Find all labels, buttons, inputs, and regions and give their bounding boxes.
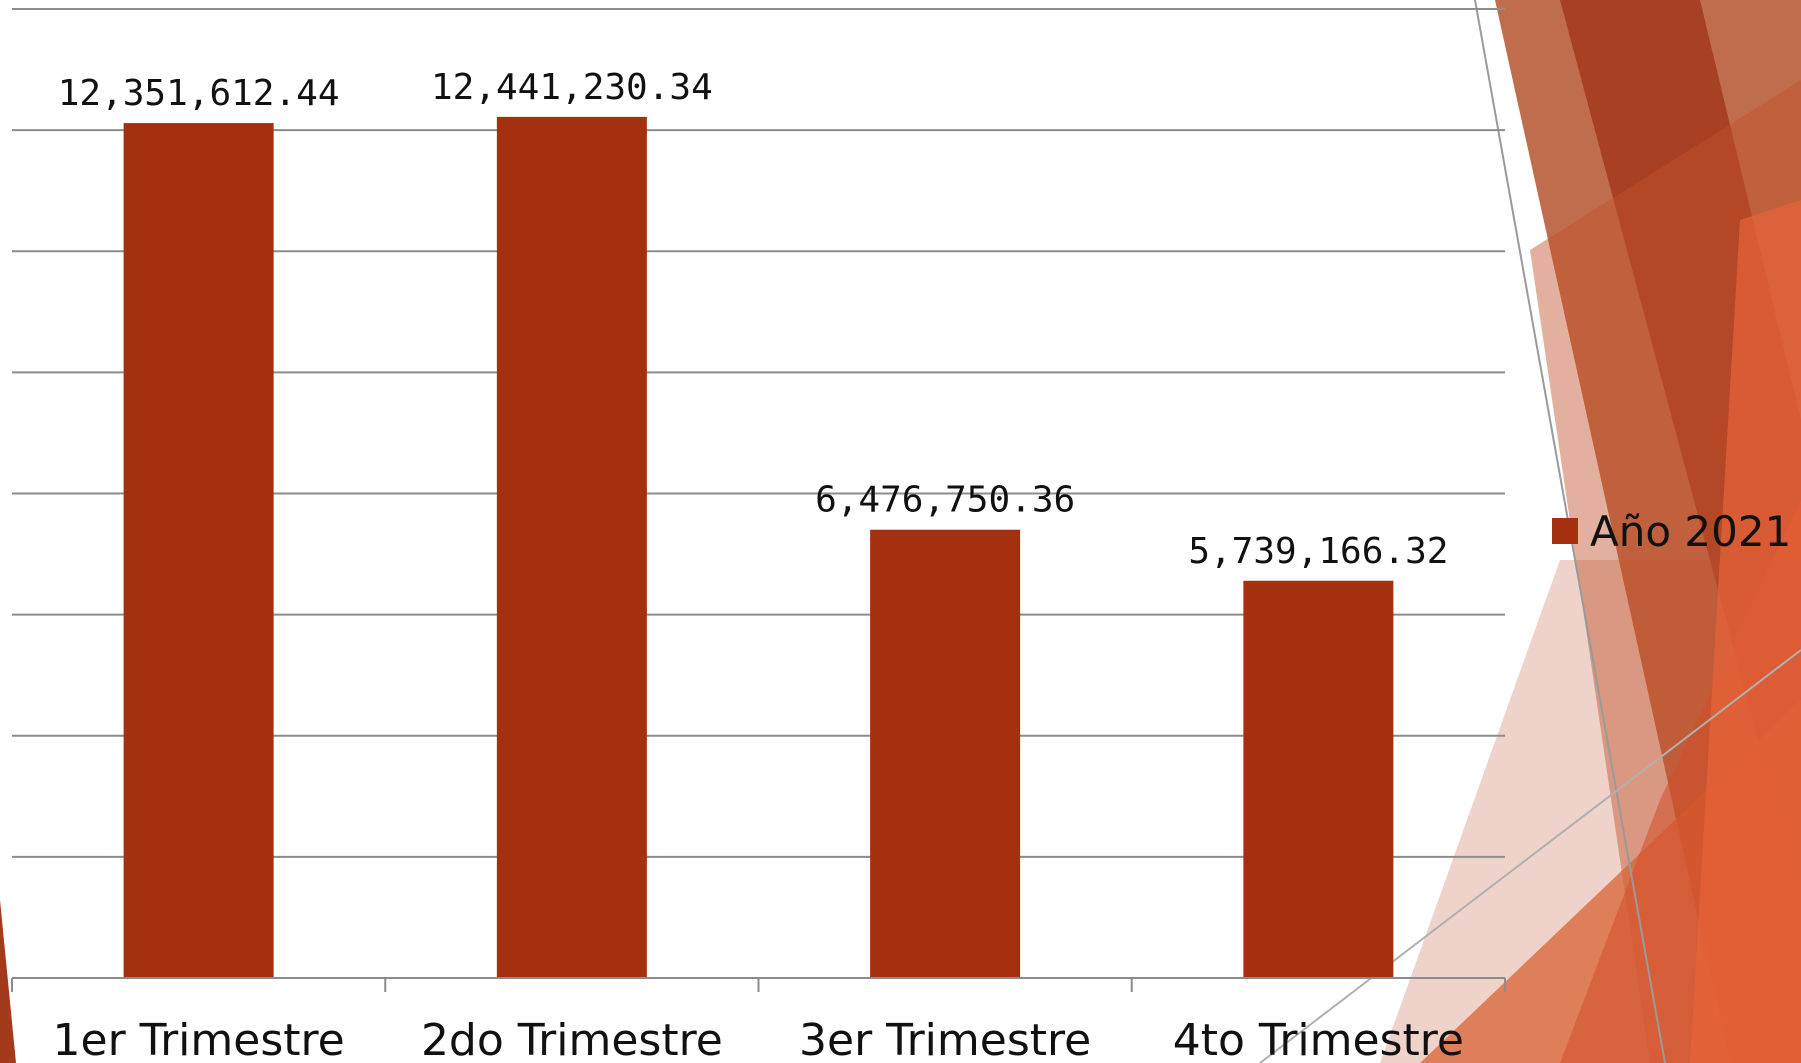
deco-line — [1259, 649, 1801, 1063]
legend-label: Año 2021 — [1590, 507, 1791, 556]
x-tick-label: 3er Trimestre — [799, 1015, 1091, 1063]
deco-facet — [1690, 200, 1801, 1063]
x-tick-label: 4to Trimestre — [1173, 1015, 1464, 1063]
bar — [496, 116, 647, 978]
data-label: 12,441,230.34 — [431, 67, 713, 108]
legend-swatch — [1552, 518, 1578, 544]
x-tick-labels: 1er Trimestre 2do Trimestre 3er Trimestre 4… — [53, 1015, 1464, 1063]
data-label: 12,351,612.44 — [58, 73, 340, 114]
data-labels: 12,351,612.44 12,441,230.34 6,476,750.36 5,… — [58, 67, 1449, 572]
x-tick-label: 1er Trimestre — [53, 1015, 345, 1063]
bar — [1243, 580, 1394, 978]
x-axis — [11, 977, 1506, 992]
deco-facet-left — [0, 900, 16, 1063]
bar — [123, 123, 274, 978]
data-label: 6,476,750.36 — [815, 480, 1075, 521]
legend: Año 2021 — [1552, 507, 1791, 556]
x-tick-label: 2do Trimestre — [421, 1015, 723, 1063]
data-label: 5,739,166.32 — [1188, 531, 1448, 572]
bars — [123, 116, 1394, 978]
bar — [870, 529, 1021, 978]
